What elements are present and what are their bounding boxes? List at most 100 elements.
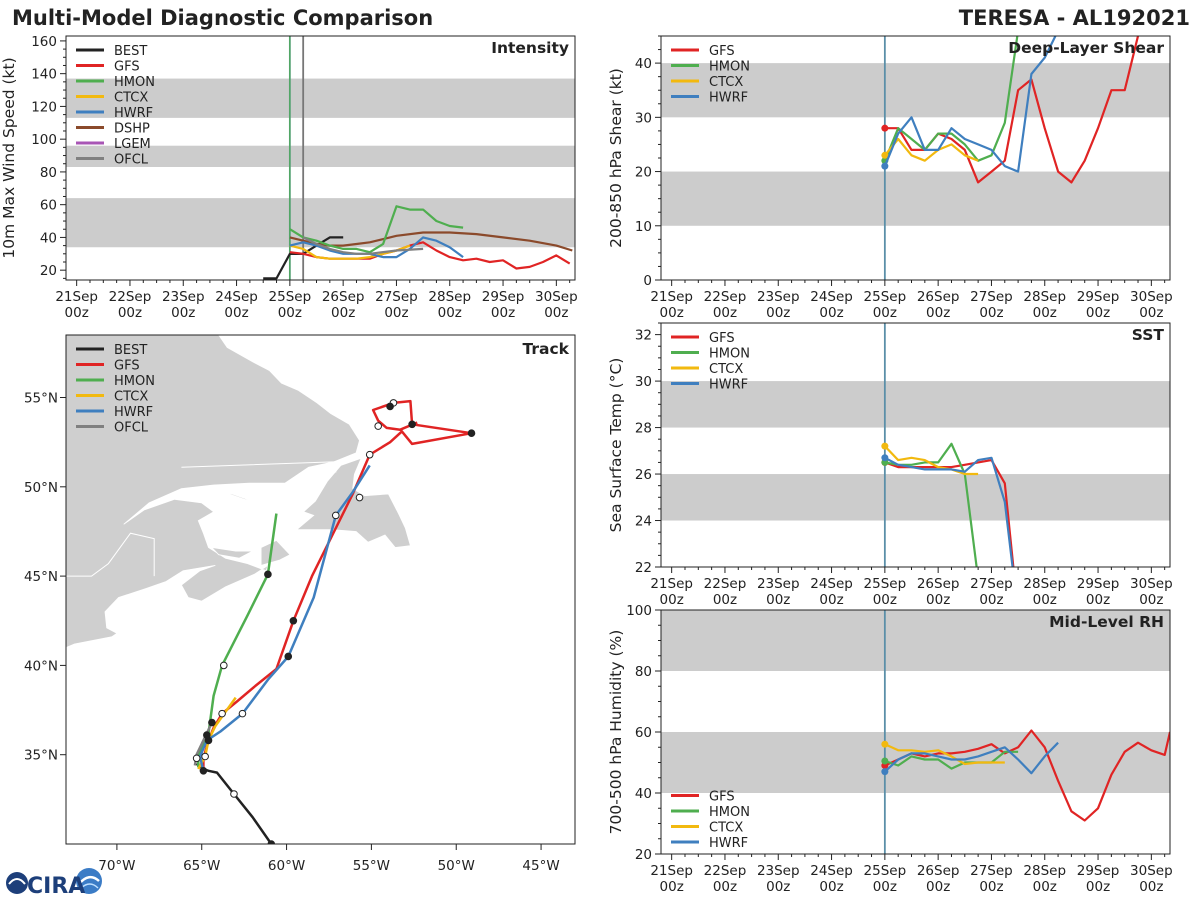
track-x-tick-label: 50°W <box>438 858 475 874</box>
land-anticosti <box>208 488 258 504</box>
shear-y-tick-label: 10 <box>635 219 652 235</box>
track-position-marker-hmon <box>264 570 272 579</box>
shear-legend-label-hwrf: HWRF <box>709 91 748 106</box>
track-legend-label-best: BEST <box>114 343 147 358</box>
intensity-y-tick-label: 160 <box>31 34 57 50</box>
rh-legend-label-hwrf: HWRF <box>709 836 748 851</box>
track-x-tick-label: 45°W <box>522 858 559 874</box>
shear-x-tick-label-hour: 00z <box>819 305 843 321</box>
shear-x-tick-label-day: 21Sep <box>650 289 693 305</box>
shear-x-tick-label-hour: 00z <box>660 305 684 321</box>
rh-y-tick-label: 20 <box>635 847 652 863</box>
rh-series-hwrf <box>884 741 1059 775</box>
track-position-marker-hwrf <box>331 511 340 520</box>
intensity-x-tick-label-hour: 00z <box>331 305 355 321</box>
track-position-marker-ofcl <box>203 731 211 739</box>
track-x-tick-label: 55°W <box>353 858 390 874</box>
sst-x-tick-label-hour: 00z <box>819 592 843 608</box>
intensity-x-tick-label-day: 22Sep <box>109 289 152 305</box>
shear-x-tick-label-hour: 00z <box>979 305 1003 321</box>
intensity-series-hwrf <box>289 236 464 259</box>
sst-x-tick-label-hour: 00z <box>713 592 737 608</box>
sst-series-ctcx <box>884 445 979 476</box>
intensity-y-tick-label: 140 <box>31 67 57 83</box>
shear-x-tick-label-day: 23Sep <box>757 289 800 305</box>
track-position-marker-gfs <box>365 450 374 459</box>
track-x-tick-label: 70°W <box>98 858 135 874</box>
sst-series-hwrf <box>884 456 1014 567</box>
track-position-marker-gfs <box>218 709 226 718</box>
track-frame <box>65 334 576 845</box>
track-y-tick-label: 50°N <box>24 480 58 496</box>
sst-y-tick-label: 32 <box>635 328 652 344</box>
rh-x-tick-label-hour: 00z <box>660 879 684 895</box>
intensity-y-tick-label: 60 <box>40 198 57 214</box>
rh-y-tick-label: 40 <box>635 786 652 802</box>
shear-x-tick-label-day: 27Sep <box>970 289 1013 305</box>
intensity-y-tick-label: 120 <box>31 99 57 115</box>
intensity-shaded-band <box>66 78 575 118</box>
intensity-x-tick-label-day: 28Sep <box>428 289 471 305</box>
rh-legend-label-gfs: GFS <box>709 790 735 805</box>
shear-legend-label-ctcx: CTCX <box>709 75 743 90</box>
intensity-series-hmon <box>289 205 464 254</box>
rh-shaded-band <box>661 732 1170 793</box>
sst-legend-label-hwrf: HWRF <box>709 378 748 393</box>
track-map-panel: 70°W 65°W 60°W 55°W 50°W 45°W 35°N 40°N 45°N 50°N… <box>24 334 576 874</box>
track-position-marker-hwrf <box>199 766 208 775</box>
sst-legend-label-gfs: GFS <box>709 331 735 346</box>
sst-series-start-hwrf <box>881 454 889 462</box>
intensity-series-ofcl <box>302 236 424 255</box>
shear-y-axis-label: 200-850 hPa Shear (kt) <box>607 68 625 248</box>
intensity-x-tick-label-hour: 00z <box>278 305 302 321</box>
intensity-x-tick-label-hour: 00z <box>544 305 568 321</box>
track-y-tick-label: 35°N <box>24 748 58 764</box>
track-y-tick-label: 45°N <box>24 569 58 585</box>
sst-x-tick-label-hour: 00z <box>979 592 1003 608</box>
rh-x-tick-label-hour: 00z <box>713 879 737 895</box>
cira-logo-icon <box>6 868 102 894</box>
rh-panel: 21Sep00z22Sep00z23Sep00z24Sep00z25Sep00z… <box>607 603 1173 895</box>
shear-x-tick-label-day: 22Sep <box>704 289 747 305</box>
intensity-x-tick-label-hour: 00z <box>65 305 89 321</box>
sst-x-tick-label-hour: 00z <box>873 592 897 608</box>
intensity-x-tick-label-day: 24Sep <box>215 289 258 305</box>
track-position-marker-gfs <box>289 616 298 625</box>
shear-x-tick-label-hour: 00z <box>1139 305 1163 321</box>
sst-x-tick-label-day: 23Sep <box>757 576 800 592</box>
cira-logo-text: CIRA <box>27 874 85 899</box>
rh-x-tick-label-day: 26Sep <box>917 863 960 879</box>
shear-x-tick-label-hour: 00z <box>1086 305 1110 321</box>
sst-panel: 21Sep00z22Sep00z23Sep00z24Sep00z25Sep00z… <box>607 322 1173 608</box>
track-plot-area <box>66 335 476 844</box>
sst-y-axis-label: Sea Surface Temp (°C) <box>607 358 625 533</box>
track-position-marker-ofcl <box>208 718 216 727</box>
shear-x-tick-label-hour: 00z <box>1033 305 1057 321</box>
shear-series-hwrf <box>883 36 1057 173</box>
intensity-x-tick-label-hour: 00z <box>438 305 462 321</box>
intensity-y-tick-label: 80 <box>40 165 57 181</box>
track-position-marker-ofcl <box>192 754 201 763</box>
track-position-marker-hwrf <box>355 493 364 502</box>
rh-series-start-ctcx <box>881 740 889 748</box>
sst-x-tick-label-hour: 00z <box>660 592 684 608</box>
shear-legend-label-gfs: GFS <box>709 44 735 59</box>
sst-legend-label-ctcx: CTCX <box>709 362 743 377</box>
track-y-tick-label: 40°N <box>24 658 58 674</box>
intensity-x-tick-label-day: 25Sep <box>269 289 312 305</box>
intensity-panel: 21Sep00z22Sep00z23Sep00z24Sep00z25Sep00z… <box>0 34 578 321</box>
rh-panel-title: Mid-Level RH <box>1049 613 1164 631</box>
sst-shaded-band <box>661 474 1170 521</box>
intensity-frame <box>65 35 576 281</box>
intensity-legend-label-lgem: LGEM <box>114 137 151 152</box>
intensity-x-tick-label-day: 29Sep <box>482 289 525 305</box>
track-hwrf <box>198 464 371 772</box>
intensity-legend-label-ctcx: CTCX <box>114 91 148 106</box>
intensity-x-tick-label-day: 30Sep <box>535 289 578 305</box>
shear-x-tick-label-hour: 00z <box>766 305 790 321</box>
intensity-x-tick-label-day: 21Sep <box>55 289 98 305</box>
rh-x-tick-label-hour: 00z <box>1086 879 1110 895</box>
rh-x-tick-label-hour: 00z <box>926 879 950 895</box>
